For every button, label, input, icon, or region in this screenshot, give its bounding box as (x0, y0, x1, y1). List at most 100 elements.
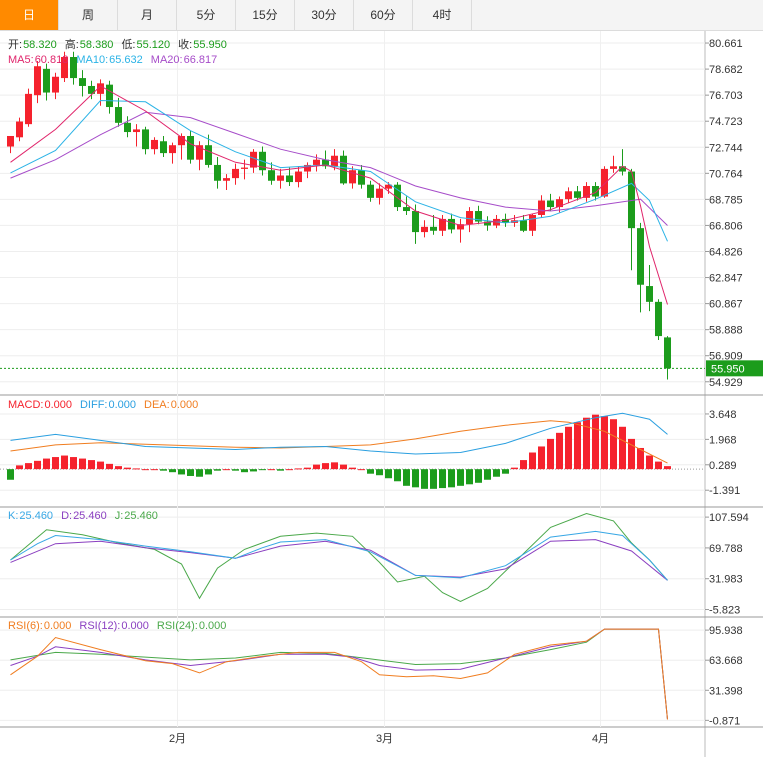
kdj-tick-label: 31.983 (709, 574, 743, 586)
candle-body (241, 167, 248, 169)
macd-bar (439, 469, 446, 489)
rsi-info-label: RSI(6): (8, 620, 43, 632)
ma-value: 60.818 (35, 54, 69, 66)
macd-bar (637, 447, 644, 470)
macd-bar (502, 469, 509, 474)
tab-1[interactable]: 周 (59, 0, 118, 30)
macd-bar (115, 466, 122, 470)
macd-tick-label: 3.648 (709, 409, 737, 421)
candle-body (196, 145, 203, 160)
last-price-tag (706, 360, 763, 377)
macd-bar (547, 438, 554, 470)
candle-body (547, 200, 554, 208)
macd-bar (313, 464, 320, 470)
rsi24-line (10, 628, 668, 720)
candle-body (439, 218, 446, 231)
candle-body (124, 122, 131, 133)
candle-body (25, 93, 32, 125)
candle-body (178, 135, 185, 146)
candle-body (502, 218, 509, 223)
macd-bar (214, 469, 221, 471)
kdj-info-value: 25.460 (19, 510, 53, 522)
candle-body (214, 164, 221, 181)
price-tick-label: 62.847 (709, 273, 743, 285)
candle-body (34, 66, 41, 96)
price-tick-label: 68.785 (709, 194, 743, 206)
macd-bar (331, 462, 338, 470)
macd-bar (97, 461, 104, 470)
ohlc-label: 高: (65, 37, 79, 51)
dea-line (10, 420, 668, 464)
macd-bar (448, 469, 455, 488)
macd-info-value: 0.000 (108, 399, 136, 411)
price-tick-label: 60.867 (709, 299, 743, 311)
macd-bar (466, 469, 473, 485)
tab-3[interactable]: 5分 (177, 0, 236, 30)
rsi-tick-label: 95.938 (709, 625, 743, 637)
macd-bar (16, 465, 23, 470)
rsi-info-value: 0.000 (44, 620, 72, 632)
macd-bar (25, 463, 32, 470)
macd-bar (196, 469, 203, 477)
macd-info-label: DEA: (144, 399, 170, 411)
k-line (10, 530, 668, 581)
x-tick-label: 2月 (169, 733, 186, 745)
candle-body (367, 184, 374, 198)
candle-body (385, 184, 392, 189)
price-tick-label: 64.826 (709, 246, 743, 258)
macd-bar (403, 469, 410, 486)
tab-5[interactable]: 30分 (295, 0, 354, 30)
candle-body (151, 139, 158, 150)
tab-4[interactable]: 15分 (236, 0, 295, 30)
macd-bar (205, 469, 212, 475)
candle-body (421, 226, 428, 233)
macd-bar (187, 469, 194, 476)
price-tick-label: 70.764 (709, 168, 743, 180)
candle-body (88, 85, 95, 94)
macd-bar (88, 460, 95, 470)
macd-bar (259, 469, 266, 471)
tab-6[interactable]: 60分 (354, 0, 413, 30)
price-tick-label: 80.661 (709, 38, 743, 50)
macd-bar (106, 463, 113, 470)
candle-body (619, 166, 626, 172)
price-tick-label: 58.888 (709, 325, 743, 337)
ma10-line (10, 99, 668, 242)
ohlc-label: 收: (178, 37, 192, 51)
candle-body (655, 301, 662, 337)
price-tick-label: 54.929 (709, 377, 743, 389)
macd-bar (34, 460, 41, 470)
tab-0[interactable]: 日 (0, 0, 59, 30)
period-tabs: 日周月 5分 15分 30分 60分 4时 (0, 0, 763, 31)
macd-bar (295, 468, 302, 470)
ohlc-label: 低: (121, 38, 135, 51)
tab-2[interactable]: 月 (118, 0, 177, 30)
ma-value: 66.817 (184, 54, 218, 66)
macd-bar (601, 416, 608, 470)
macd-bar (61, 455, 68, 470)
macd-bar (592, 414, 599, 470)
candle-body (169, 145, 176, 154)
candle-body (286, 175, 293, 183)
candle-body (133, 129, 140, 133)
macd-bar (250, 469, 257, 472)
macd-bar (286, 469, 293, 471)
candle-body (376, 188, 383, 198)
candle-body (610, 166, 617, 169)
candle-body (529, 214, 536, 231)
macd-bar (151, 469, 158, 471)
ohlc-value: 58.380 (80, 39, 114, 51)
ma20-line (10, 111, 668, 226)
macd-bar (43, 458, 50, 470)
candle-body (322, 159, 329, 167)
macd-bar (556, 432, 563, 470)
macd-bar (457, 469, 464, 486)
macd-bar (475, 469, 482, 483)
macd-bar (376, 469, 383, 476)
tab-7[interactable]: 4时 (413, 0, 472, 30)
candle-body (394, 184, 401, 208)
macd-bar (493, 469, 500, 477)
price-tick-label: 72.744 (709, 142, 743, 154)
macd-bar (70, 457, 77, 470)
macd-bar (511, 467, 518, 470)
